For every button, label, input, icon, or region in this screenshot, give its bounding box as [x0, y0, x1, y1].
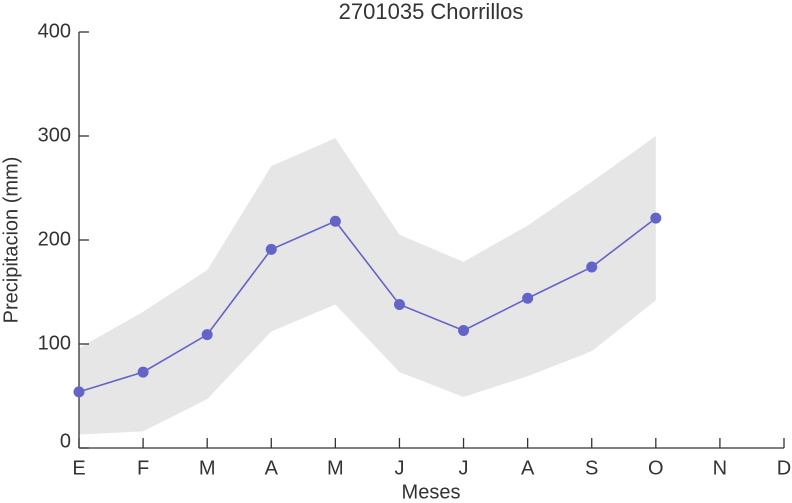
chart-title: 2701035 Chorrillos: [339, 0, 524, 24]
y-tick-label: 0: [60, 430, 71, 452]
x-tick-label: N: [713, 457, 727, 479]
data-point: [522, 292, 534, 304]
data-point: [73, 386, 85, 398]
x-axis-label: Meses: [402, 481, 461, 503]
y-axis-label: Precipitacion (mm): [0, 157, 22, 324]
x-tick-label: M: [327, 457, 344, 479]
x-tick-label: J: [459, 457, 469, 479]
y-tick-label: 400: [38, 20, 71, 42]
x-tick-label: F: [137, 457, 149, 479]
data-point: [329, 215, 341, 227]
x-tick-label: S: [585, 457, 598, 479]
y-tick-label: 300: [38, 124, 71, 146]
x-tick-label: D: [777, 457, 791, 479]
data-point: [393, 298, 405, 310]
range-band: [79, 136, 656, 435]
data-point: [458, 324, 470, 336]
y-tick-label: 100: [38, 332, 71, 354]
data-point: [201, 329, 213, 341]
x-tick-label: M: [199, 457, 216, 479]
y-tick-label: 200: [38, 228, 71, 250]
data-line: [78, 217, 657, 393]
data-point: [137, 366, 149, 378]
data-point: [265, 243, 277, 255]
data-point: [650, 212, 662, 224]
data-point: [586, 261, 598, 273]
x-tick-label: O: [648, 457, 664, 479]
x-tick-label: J: [394, 457, 404, 479]
x-tick-label: A: [265, 457, 279, 479]
x-tick-label: A: [521, 457, 535, 479]
x-tick-label: E: [72, 457, 85, 479]
